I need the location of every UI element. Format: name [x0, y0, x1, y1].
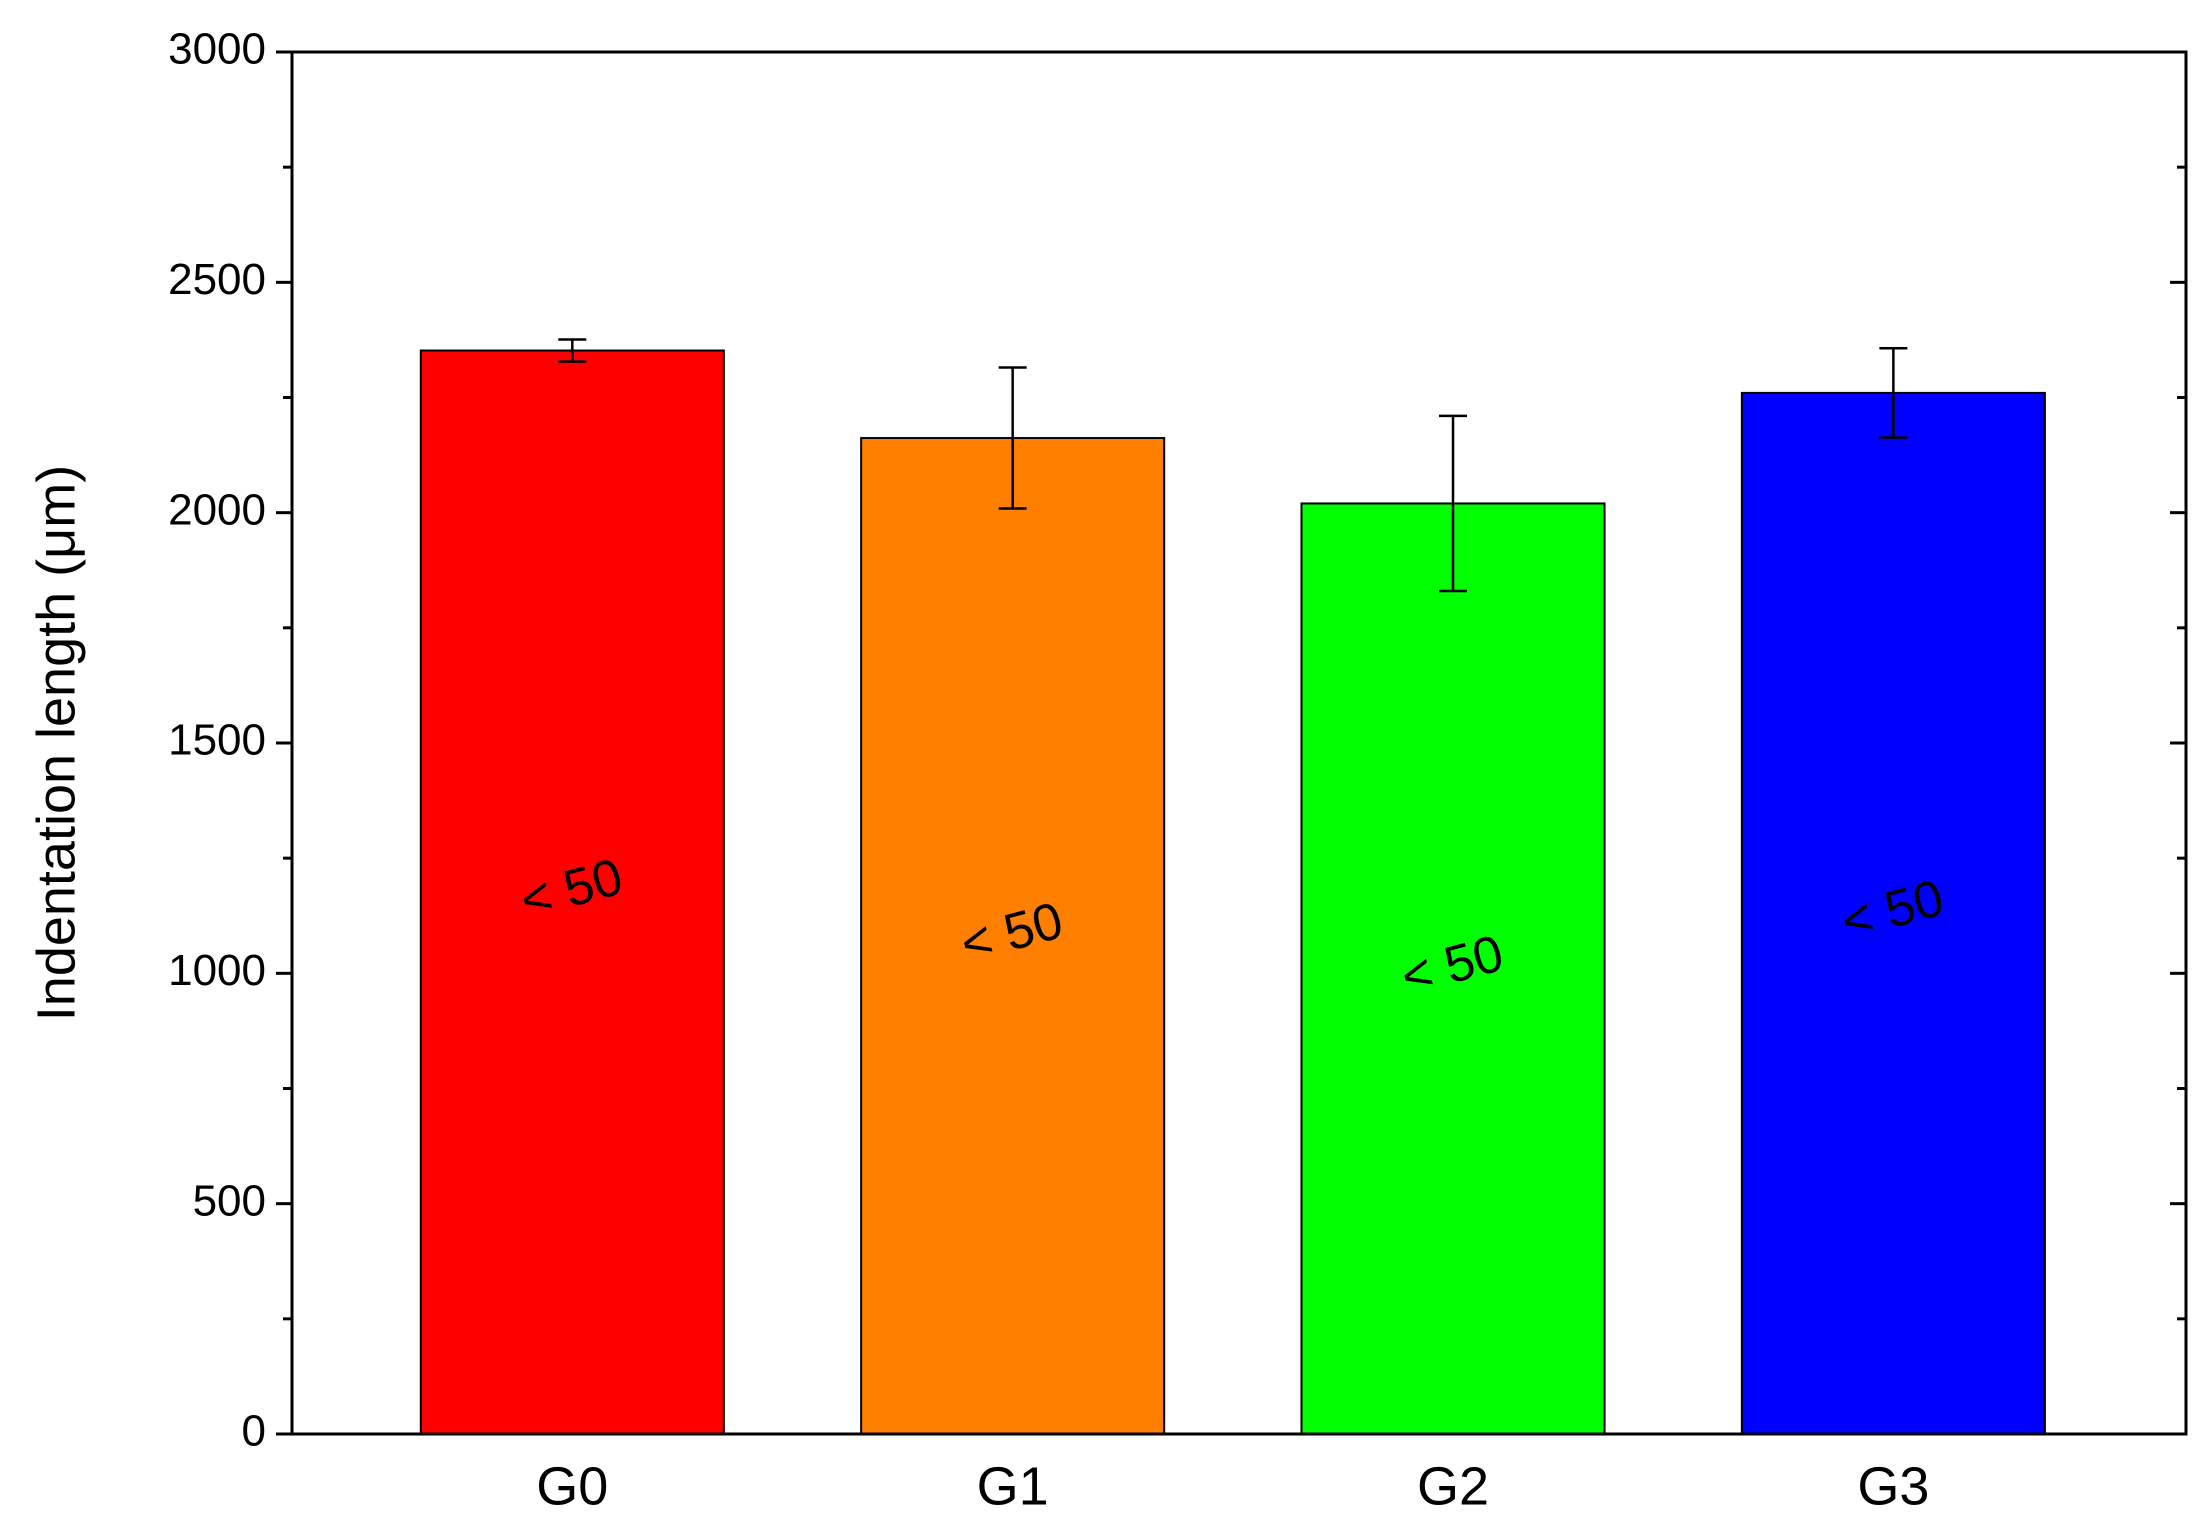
bar [860, 437, 1166, 1435]
bar [1740, 391, 2046, 1436]
y-tick-label: 1500 [168, 716, 266, 765]
y-tick-label: 1000 [168, 946, 266, 995]
y-axis-label: Indentation length (μm) [26, 465, 86, 1021]
y-tick-label: 3000 [168, 25, 266, 74]
plot-frame [290, 50, 2188, 1436]
x-tick-label: G1 [977, 1456, 1049, 1516]
bar [1300, 502, 1606, 1436]
x-tick-label: G0 [536, 1456, 608, 1516]
x-tick-label: G3 [1857, 1456, 1929, 1516]
y-tick-label: 2500 [168, 255, 266, 304]
bar [419, 349, 725, 1436]
y-tick-label: 2000 [168, 485, 266, 534]
x-tick-label: G2 [1417, 1456, 1489, 1516]
y-tick-label: 500 [193, 1176, 266, 1225]
y-tick-label: 0 [242, 1407, 266, 1456]
